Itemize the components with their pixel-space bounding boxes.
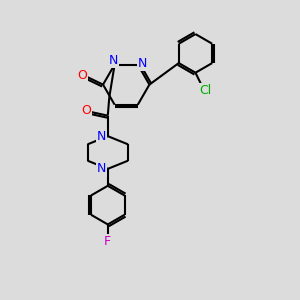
Text: O: O xyxy=(81,104,91,117)
Text: N: N xyxy=(109,55,118,68)
Text: F: F xyxy=(104,235,111,248)
Text: N: N xyxy=(97,162,106,176)
Text: N: N xyxy=(138,56,147,70)
Text: Cl: Cl xyxy=(200,84,212,97)
Text: O: O xyxy=(77,69,87,82)
Text: N: N xyxy=(97,130,106,143)
